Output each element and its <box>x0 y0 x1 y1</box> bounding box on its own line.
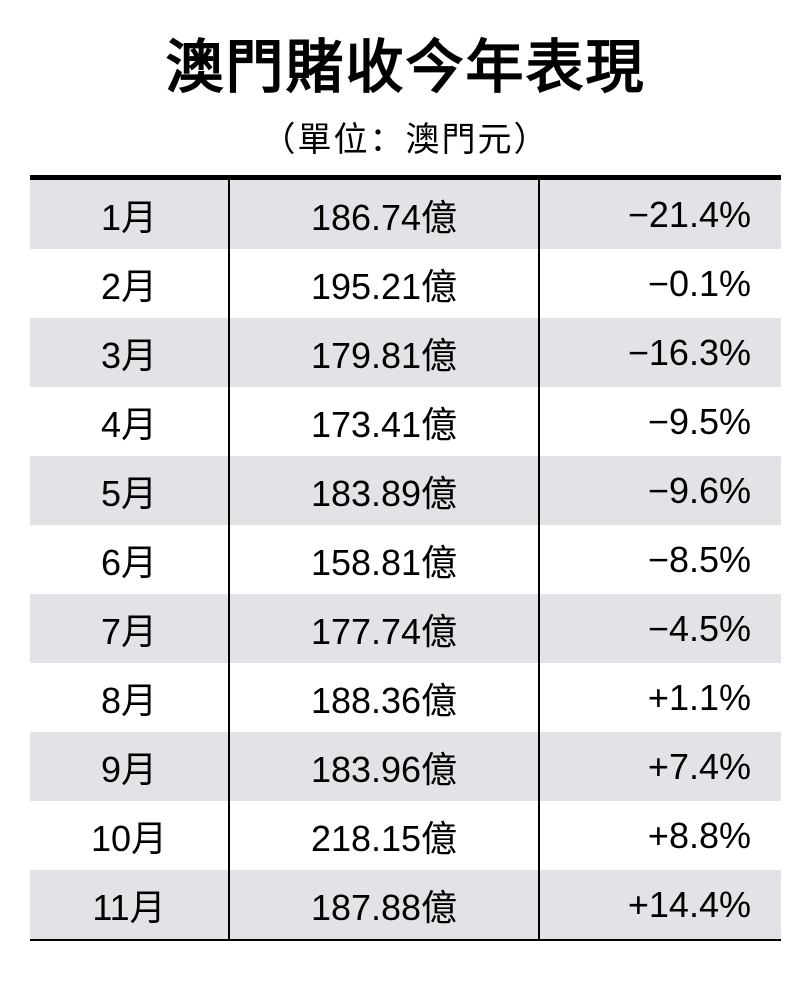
page-title: 澳門賭收今年表現 <box>30 20 781 104</box>
cell-change: −9.6% <box>540 456 781 525</box>
cell-revenue: 183.89億 <box>230 456 540 525</box>
cell-revenue: 177.74億 <box>230 594 540 663</box>
cell-revenue: 158.81億 <box>230 525 540 594</box>
cell-revenue: 183.96億 <box>230 732 540 801</box>
revenue-table: 1月 186.74億 −21.4% 2月 195.21億 −0.1% 3月 17… <box>30 175 781 941</box>
table-row: 1月 186.74億 −21.4% <box>30 180 781 249</box>
cell-month: 7月 <box>30 594 230 663</box>
cell-change: −9.5% <box>540 387 781 456</box>
cell-month: 1月 <box>30 180 230 249</box>
cell-change: −0.1% <box>540 249 781 318</box>
cell-revenue: 195.21億 <box>230 249 540 318</box>
cell-revenue: 188.36億 <box>230 663 540 732</box>
table-row: 10月 218.15億 +8.8% <box>30 801 781 870</box>
cell-month: 4月 <box>30 387 230 456</box>
table-row: 8月 188.36億 +1.1% <box>30 663 781 732</box>
cell-revenue: 186.74億 <box>230 180 540 249</box>
cell-month: 5月 <box>30 456 230 525</box>
table-row: 2月 195.21億 −0.1% <box>30 249 781 318</box>
cell-change: −21.4% <box>540 180 781 249</box>
cell-change: −4.5% <box>540 594 781 663</box>
table-row: 9月 183.96億 +7.4% <box>30 732 781 801</box>
cell-month: 2月 <box>30 249 230 318</box>
cell-change: −8.5% <box>540 525 781 594</box>
cell-change: +8.8% <box>540 801 781 870</box>
cell-month: 11月 <box>30 870 230 939</box>
table-row: 6月 158.81億 −8.5% <box>30 525 781 594</box>
table-row: 11月 187.88億 +14.4% <box>30 870 781 939</box>
cell-change: +7.4% <box>540 732 781 801</box>
cell-month: 10月 <box>30 801 230 870</box>
cell-month: 8月 <box>30 663 230 732</box>
cell-revenue: 187.88億 <box>230 870 540 939</box>
cell-change: +14.4% <box>540 870 781 939</box>
cell-change: −16.3% <box>540 318 781 387</box>
cell-revenue: 218.15億 <box>230 801 540 870</box>
cell-change: +1.1% <box>540 663 781 732</box>
cell-month: 9月 <box>30 732 230 801</box>
table-row: 5月 183.89億 −9.6% <box>30 456 781 525</box>
cell-revenue: 179.81億 <box>230 318 540 387</box>
table-row: 4月 173.41億 −9.5% <box>30 387 781 456</box>
cell-month: 3月 <box>30 318 230 387</box>
cell-month: 6月 <box>30 525 230 594</box>
cell-revenue: 173.41億 <box>230 387 540 456</box>
table-row: 3月 179.81億 −16.3% <box>30 318 781 387</box>
page-subtitle: （單位：澳門元） <box>30 112 781 161</box>
table-row: 7月 177.74億 −4.5% <box>30 594 781 663</box>
